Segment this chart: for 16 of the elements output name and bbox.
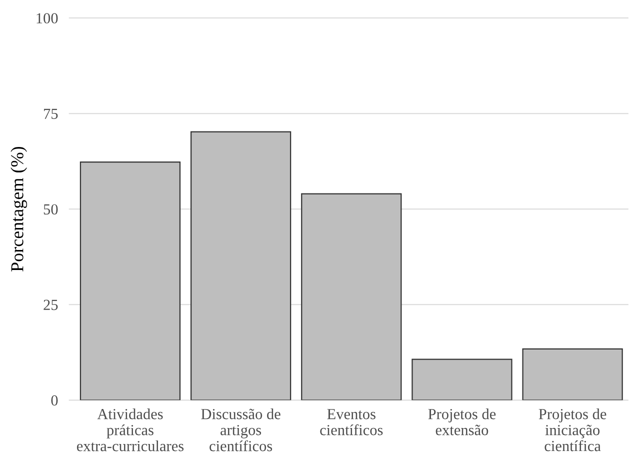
bar xyxy=(301,193,402,400)
bar xyxy=(190,131,292,400)
y-tick-label: 50 xyxy=(44,204,58,215)
y-tick-label: 25 xyxy=(44,300,58,310)
bar xyxy=(80,162,181,400)
x-tick-label: Discussão de artigos científicos xyxy=(201,408,280,452)
y-tick-label: 0 xyxy=(51,395,58,406)
bar xyxy=(412,358,512,400)
x-tick-label: Projetos de extensão xyxy=(428,408,496,436)
x-tick-label: Atividades práticas extra-curriculares xyxy=(76,408,184,452)
y-axis-title: Porcentagem (%) xyxy=(10,146,28,272)
x-tick-label: Projetos de iniciação científica xyxy=(538,408,606,452)
y-tick-label: 100 xyxy=(36,13,58,24)
bar xyxy=(522,348,623,400)
y-tick-label: 75 xyxy=(44,108,58,119)
x-tick-label: Eventos científicos xyxy=(320,409,383,436)
